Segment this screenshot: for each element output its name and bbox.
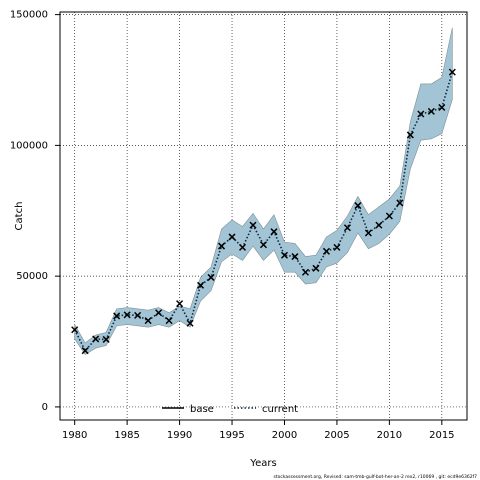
footnote: stockassessment.org, Revised: sam-tmb-gu… bbox=[274, 474, 478, 480]
data-point-1993 bbox=[207, 273, 215, 281]
legend-label-base: base bbox=[190, 404, 214, 415]
data-point-1983 bbox=[102, 335, 110, 343]
data-point-2010 bbox=[385, 212, 393, 220]
data-point-1982 bbox=[92, 335, 100, 343]
data-markers bbox=[71, 68, 456, 355]
data-point-1985 bbox=[123, 311, 131, 319]
data-point-1989 bbox=[165, 317, 173, 325]
y-tick-label-0: 0 bbox=[42, 402, 48, 413]
data-point-1987 bbox=[144, 317, 152, 325]
legend-label-current: current bbox=[262, 404, 298, 415]
data-point-2007 bbox=[354, 202, 362, 210]
x-tick-label-1995: 1995 bbox=[219, 430, 244, 441]
data-point-2003 bbox=[312, 264, 320, 272]
plot-frame bbox=[59, 11, 468, 421]
data-point-1991 bbox=[186, 319, 194, 327]
data-point-2011 bbox=[396, 199, 404, 207]
uncertainty-band bbox=[74, 27, 453, 356]
x-tick-label-2015: 2015 bbox=[429, 430, 454, 441]
data-point-2000 bbox=[280, 251, 289, 259]
y-tick-label-50000: 50000 bbox=[16, 271, 48, 282]
data-point-1999 bbox=[270, 228, 278, 236]
x-tick-label-2010: 2010 bbox=[377, 430, 402, 441]
data-point-2004 bbox=[322, 247, 330, 255]
x-tick-label-1985: 1985 bbox=[114, 430, 139, 441]
data-point-2005 bbox=[333, 243, 341, 251]
grid-lines bbox=[60, 12, 467, 420]
data-point-2012 bbox=[406, 131, 414, 139]
data-point-1995 bbox=[228, 233, 236, 241]
data-point-2015 bbox=[438, 103, 446, 111]
data-point-1994 bbox=[218, 242, 226, 250]
data-point-1997 bbox=[249, 221, 257, 229]
data-point-2001 bbox=[291, 253, 299, 261]
data-point-1996 bbox=[238, 243, 247, 251]
y-tick-label-100000: 100000 bbox=[10, 140, 48, 151]
data-point-1988 bbox=[155, 309, 163, 317]
data-point-2013 bbox=[417, 110, 425, 118]
data-point-2008 bbox=[364, 229, 372, 237]
data-point-1980 bbox=[71, 326, 79, 334]
data-point-1990 bbox=[176, 300, 184, 308]
legend: base current bbox=[162, 404, 298, 415]
x-tick-label-1980: 1980 bbox=[62, 430, 87, 441]
y-axis: 0 50000 100000 150000 bbox=[10, 10, 60, 413]
x-axis-title: Years bbox=[249, 458, 276, 469]
data-point-2006 bbox=[343, 224, 351, 232]
y-axis-title: Catch bbox=[14, 202, 25, 231]
x-axis: 1980 1985 1990 1995 2000 2005 2010 2015 bbox=[62, 420, 455, 441]
x-tick-label-2000: 2000 bbox=[272, 430, 297, 441]
data-point-1998 bbox=[259, 241, 268, 249]
data-point-1981 bbox=[81, 347, 89, 355]
data-point-2014 bbox=[427, 107, 435, 115]
x-tick-label-2005: 2005 bbox=[324, 430, 349, 441]
data-point-2009 bbox=[375, 221, 383, 229]
data-point-1992 bbox=[197, 281, 205, 289]
x-tick-label-1990: 1990 bbox=[167, 430, 192, 441]
data-point-2016 bbox=[448, 68, 456, 76]
confidence-band bbox=[74, 27, 453, 356]
data-point-2002 bbox=[301, 268, 309, 276]
y-tick-label-150000: 150000 bbox=[10, 10, 48, 21]
data-point-1986 bbox=[134, 311, 142, 319]
data-point-1984 bbox=[113, 312, 121, 320]
